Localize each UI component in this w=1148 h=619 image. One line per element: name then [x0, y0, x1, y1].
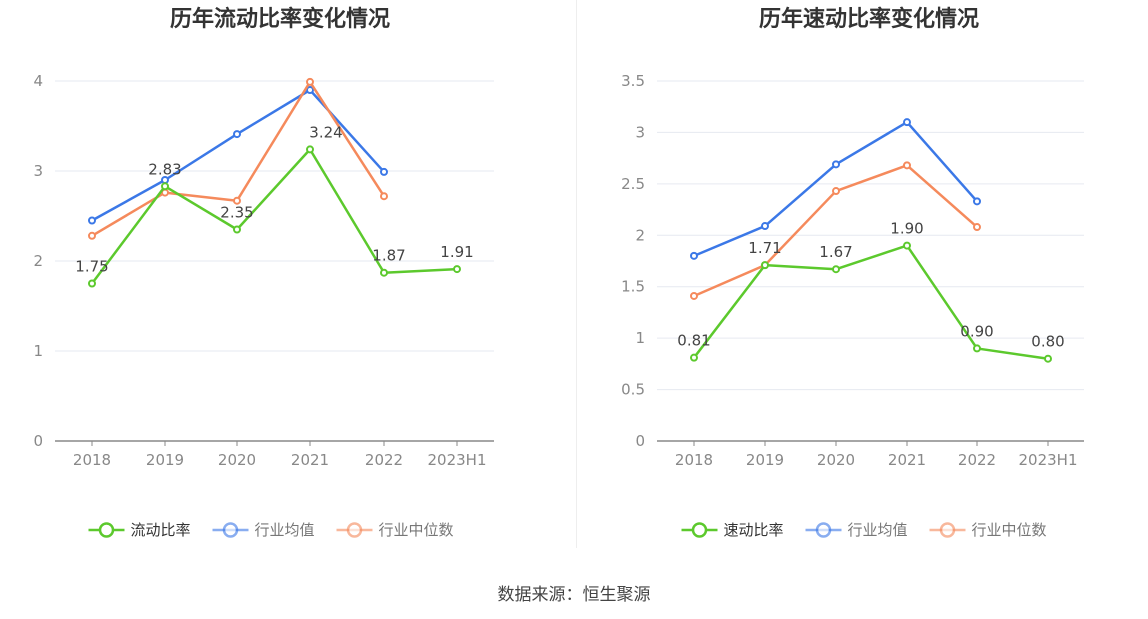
data-point[interactable]	[88, 231, 96, 240]
data-point[interactable]	[690, 291, 698, 300]
x-tick-label: 2018	[675, 451, 713, 469]
data-label: 1.90	[890, 220, 923, 238]
data-point[interactable]	[380, 268, 388, 277]
right-chart-panel: 历年速动比率变化情况 0 0.5 1 1.5 2 2.5 3 3.5 2018 2019 2020 20…	[574, 0, 1148, 560]
data-point[interactable]	[233, 196, 241, 205]
data-point[interactable]	[690, 251, 698, 260]
data-point[interactable]	[973, 197, 981, 206]
x-tick-label: 2022	[365, 451, 403, 469]
y-tick-label: 2	[635, 226, 645, 244]
x-tick-label: 2021	[888, 451, 926, 469]
y-tick-label: 1	[635, 329, 645, 347]
legend-swatch-marker	[939, 522, 956, 538]
data-label: 1.71	[748, 239, 781, 257]
data-point[interactable]	[88, 279, 96, 288]
data-label: 2.35	[220, 204, 253, 222]
legend-swatch-marker	[222, 522, 239, 538]
data-point[interactable]	[973, 344, 981, 353]
legend-label: 行业均值	[848, 521, 908, 539]
data-point[interactable]	[832, 265, 840, 274]
data-point[interactable]	[306, 86, 314, 94]
legend-label: 行业中位数	[379, 521, 454, 539]
data-source-note: 数据来源：恒生聚源	[497, 585, 651, 605]
y-tick-label: 3.5	[621, 72, 645, 90]
data-point[interactable]	[973, 223, 981, 232]
current-ratio-chart: 历年流动比率变化情况 0 1 2 3 4 2018 2019 2020 2021 2022 2023H…	[33, 6, 494, 539]
y-tick-label: 0	[635, 432, 645, 450]
data-point[interactable]	[903, 161, 911, 170]
legend-swatch-marker	[691, 522, 708, 538]
y-tick-label: 3	[33, 162, 43, 180]
panel-divider	[576, 0, 577, 548]
y-tick-label: 2	[33, 252, 43, 270]
data-point[interactable]	[903, 118, 911, 127]
data-label: 1.87	[372, 247, 405, 265]
legend-item[interactable]: 流动比率	[88, 521, 191, 539]
x-tick-label: 2018	[73, 451, 111, 469]
y-tick-label: 3	[635, 123, 645, 141]
legend-label: 行业中位数	[972, 521, 1047, 539]
data-point[interactable]	[832, 187, 840, 196]
legend-label: 速动比率	[724, 521, 784, 539]
data-label: 3.24	[309, 123, 342, 141]
data-point[interactable]	[453, 265, 461, 274]
data-point[interactable]	[380, 167, 388, 176]
data-label: 2.83	[148, 160, 181, 178]
x-tick-label: 2023H1	[428, 451, 487, 469]
x-tick-label: 2020	[218, 451, 256, 469]
data-point[interactable]	[233, 225, 241, 234]
data-point[interactable]	[306, 77, 314, 86]
legend-item[interactable]: 行业中位数	[336, 521, 454, 539]
y-tick-label: 0	[33, 432, 43, 450]
data-label: 0.80	[1031, 333, 1064, 351]
data-point[interactable]	[161, 182, 169, 191]
legend-label: 流动比率	[131, 521, 191, 539]
legend-swatch-marker	[98, 522, 115, 538]
data-point[interactable]	[306, 145, 314, 154]
data-point[interactable]	[761, 261, 769, 270]
legend-item[interactable]: 行业均值	[212, 521, 315, 539]
y-tick-label: 0.5	[621, 381, 645, 399]
x-tick-label: 2022	[958, 451, 996, 469]
x-tick-label: 2019	[746, 451, 784, 469]
chart-title: 历年速动比率变化情况	[759, 6, 979, 32]
legend-swatch-marker	[346, 522, 363, 538]
y-tick-label: 1.5	[621, 278, 645, 296]
x-tick-label: 2021	[291, 451, 329, 469]
y-tick-label: 1	[33, 342, 43, 360]
chart-title: 历年流动比率变化情况	[170, 6, 390, 32]
x-tick-label: 2020	[817, 451, 855, 469]
data-point[interactable]	[832, 160, 840, 169]
series-line-0	[693, 244, 1049, 360]
legend-item[interactable]: 行业均值	[805, 521, 908, 539]
data-point[interactable]	[1044, 354, 1052, 363]
legend-item[interactable]: 速动比率	[681, 521, 784, 539]
x-tick-label: 2019	[146, 451, 184, 469]
data-label: 1.75	[75, 258, 108, 276]
data-label: 1.91	[440, 243, 473, 261]
quick-ratio-chart: 历年速动比率变化情况 0 0.5 1 1.5 2 2.5 3 3.5 2018 2019 2020 20…	[621, 6, 1084, 539]
data-point[interactable]	[903, 241, 911, 250]
data-label: 0.81	[677, 332, 710, 350]
y-tick-label: 2.5	[621, 175, 645, 193]
legend-swatch-marker	[815, 522, 832, 538]
legend-item[interactable]: 行业中位数	[929, 521, 1047, 539]
data-label: 1.67	[819, 243, 852, 261]
data-point[interactable]	[690, 353, 698, 362]
series-line-2	[693, 164, 978, 298]
legend-label: 行业均值	[255, 521, 315, 539]
series-line-0	[91, 148, 458, 285]
data-point[interactable]	[380, 192, 388, 201]
y-tick-label: 4	[33, 72, 43, 90]
left-chart-panel: 历年流动比率变化情况 0 1 2 3 4 2018 2019 2020 2021 2022 2023H…	[0, 0, 574, 560]
data-point[interactable]	[761, 222, 769, 231]
x-tick-label: 2023H1	[1019, 451, 1078, 469]
data-label: 0.90	[960, 322, 993, 340]
data-point[interactable]	[88, 216, 96, 225]
data-point[interactable]	[233, 130, 241, 139]
